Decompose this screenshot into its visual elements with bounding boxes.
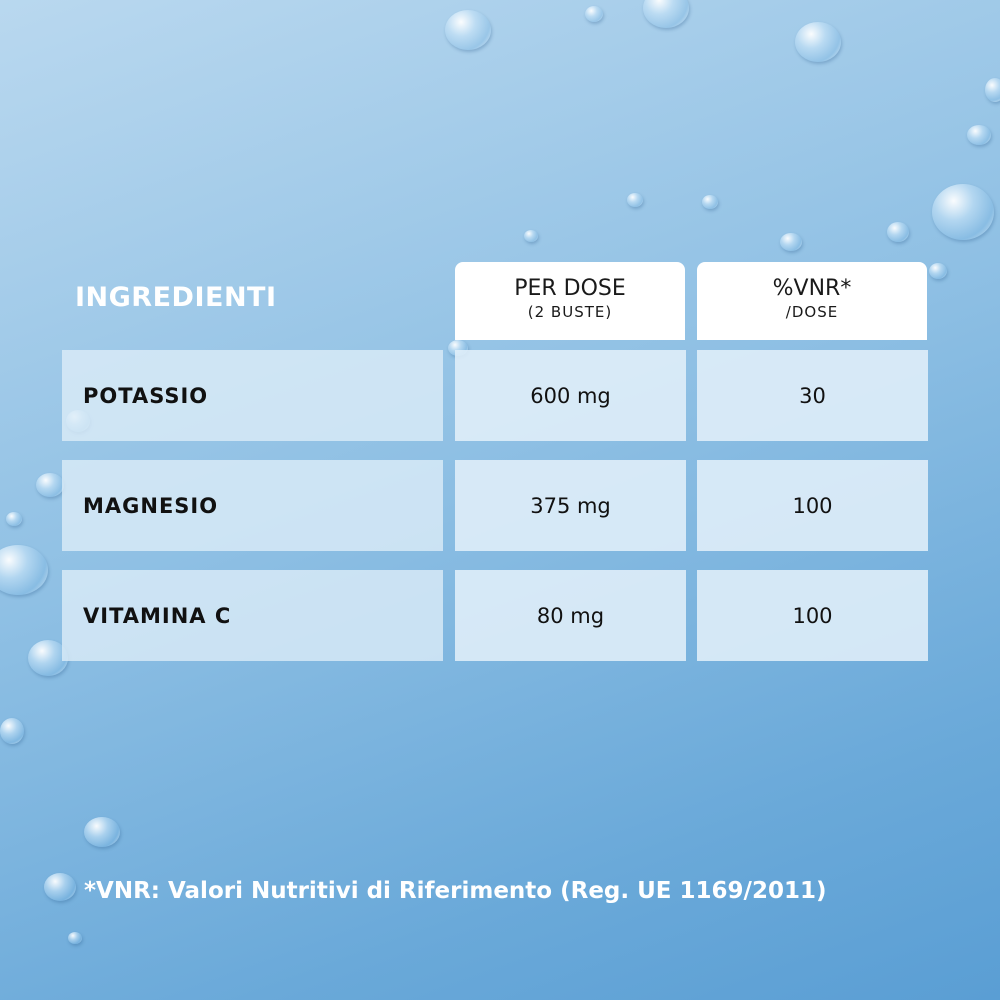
droplet xyxy=(643,0,689,28)
droplet xyxy=(702,195,718,209)
droplet xyxy=(68,932,82,944)
row-label: MAGNESIO xyxy=(62,460,443,551)
cell-value: 375 mg xyxy=(455,460,686,551)
droplet xyxy=(929,263,947,279)
droplet xyxy=(780,233,802,251)
cell-value: 600 mg xyxy=(455,350,686,441)
cell-value: 30 xyxy=(697,350,928,441)
footnote: *VNR: Valori Nutritivi di Riferimento (R… xyxy=(84,878,827,904)
droplet xyxy=(28,640,68,676)
cell-value: 100 xyxy=(697,570,928,661)
droplet xyxy=(795,22,841,62)
droplet xyxy=(627,193,643,207)
column-header: PER DOSE (2 BUSTE) xyxy=(455,262,685,340)
table-title: INGREDIENTI xyxy=(75,282,277,313)
droplet xyxy=(967,125,991,145)
droplet xyxy=(585,6,603,22)
cell-value: 100 xyxy=(697,460,928,551)
droplet xyxy=(932,184,994,240)
droplet xyxy=(84,817,120,847)
column-header-sub: /DOSE xyxy=(785,303,839,321)
cell-value: 80 mg xyxy=(455,570,686,661)
droplet xyxy=(887,222,909,242)
droplet xyxy=(44,873,76,901)
column-header-main: %VNR* xyxy=(772,276,852,301)
droplet xyxy=(0,718,24,744)
column-header: %VNR* /DOSE xyxy=(697,262,927,340)
row-label: VITAMINA C xyxy=(62,570,443,661)
droplet xyxy=(6,512,22,526)
column-header-main: PER DOSE xyxy=(514,276,626,301)
droplet xyxy=(36,473,64,497)
row-label: POTASSIO xyxy=(62,350,443,441)
droplet xyxy=(445,10,491,50)
droplet xyxy=(524,230,538,242)
droplet xyxy=(0,545,48,595)
column-header-sub: (2 BUSTE) xyxy=(527,303,613,321)
droplet xyxy=(985,78,1000,102)
